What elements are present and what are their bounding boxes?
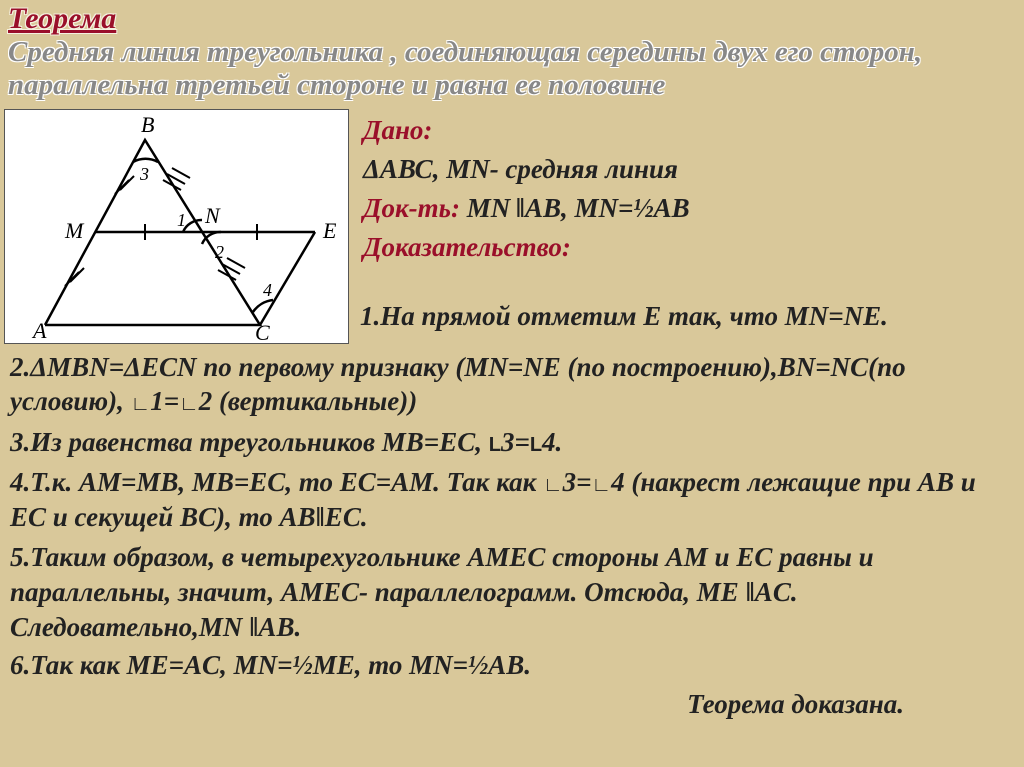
proof-step-3: 3.Из равенства треугольников MB=EC, L3=L… (10, 425, 1014, 460)
theorem-title: Теорема (8, 2, 1016, 36)
angle-sym-icon: L (489, 434, 501, 456)
prove-text: MN ‖AB, MN=½AB (467, 193, 690, 223)
vertex-C-label: C (255, 320, 270, 345)
step3-c: 4. (542, 427, 562, 457)
vertex-E-label: E (322, 218, 337, 243)
prove-line: Док-ть: MN ‖AB, MN=½AB (363, 189, 690, 228)
vertex-N-label: N (204, 203, 221, 228)
given-label: Дано: (363, 111, 690, 150)
step3-a: 3.Из равенства треугольников MB=EC, (10, 427, 489, 457)
proof-step-1: 1.На прямой отметим E так, что MN=NE. (360, 300, 1014, 334)
vertex-M-label: M (64, 218, 85, 243)
step4-a: 4.Т.к. AM=MB, MB=EC, то EC=AM. Так как (10, 467, 543, 497)
angle-2-label: 2 (215, 242, 224, 262)
proof-label: Доказательство: (363, 228, 690, 267)
angle-3-label: 3 (139, 164, 149, 184)
theorem-statement: Средняя линия треугольника , соединяющая… (8, 36, 1016, 103)
angle-sym-icon: ∟ (543, 474, 563, 496)
angle-1-label: 1 (177, 210, 186, 230)
proof-step-5: 5.Таким образом, в четырехугольнике AMEC… (10, 540, 1014, 644)
given-triangle: ΔАВС, MN- средняя линия (363, 150, 690, 189)
angle-sym-icon: ∟ (592, 474, 612, 496)
angle-sym-icon: ∟ (179, 393, 199, 415)
step2-c: 2 (вертикальные)) (199, 386, 418, 416)
angle-4-label: 4 (263, 280, 272, 300)
proof-step-6: 6.Так как ME=AC, MN=½ME, то MN=½AB. (10, 648, 1014, 683)
angle-sym-icon: ∟ (131, 393, 151, 415)
step2-b: 1= (150, 386, 179, 416)
prove-label: Док-ть: (363, 193, 460, 223)
step3-b: 3= (501, 427, 530, 457)
given-block: Дано: ΔАВС, MN- средняя линия Док-ть: MN… (349, 107, 698, 268)
angle-sym-icon: L (530, 434, 542, 456)
proof-step-4: 4.Т.к. AM=MB, MB=EC, то EC=AM. Так как ∟… (10, 465, 1014, 534)
vertex-B-label: B (141, 112, 154, 137)
proof-conclusion: Теорема доказана. (10, 687, 1014, 722)
vertex-A-label: A (31, 318, 47, 343)
proof-step-2: 2.ΔMBN=ΔECN по первому признаку (MN=NE (… (10, 350, 1014, 419)
geometry-figure: B A C M N E 3 1 2 4 (4, 109, 349, 344)
step4-b: 3= (563, 467, 592, 497)
